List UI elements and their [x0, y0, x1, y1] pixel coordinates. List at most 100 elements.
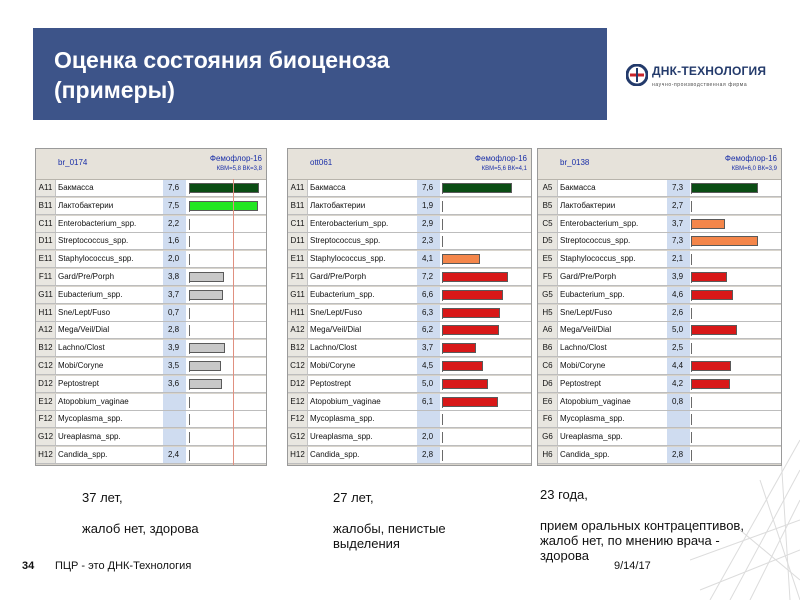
row-value: 0,7	[168, 307, 180, 317]
value-cell	[163, 304, 186, 321]
row-name: Mobi/Coryne	[310, 361, 356, 370]
table-row: D5 Streptococcus_spp. 7,3	[538, 233, 781, 251]
table-row: B11 Лактобактерии 1,9	[288, 197, 531, 215]
row-name: Streptococcus_spp.	[58, 236, 129, 246]
bar-baseline	[691, 432, 692, 444]
value-cell	[163, 393, 186, 410]
value-bar	[442, 289, 503, 300]
value-cell	[667, 180, 690, 196]
bar-baseline	[691, 396, 692, 408]
slide-number: 34	[22, 560, 35, 572]
table-row: D6 Peptostrept 4,2	[538, 375, 781, 393]
note-line: выделения	[333, 536, 400, 551]
value-cell	[667, 286, 690, 303]
table-row: G12 Ureaplasma_spp.	[36, 429, 266, 447]
value-cell	[667, 197, 690, 214]
row-name: Mobi/Coryne	[58, 361, 104, 370]
row-value: 7,5	[168, 200, 180, 210]
bar-baseline	[189, 396, 190, 408]
row-code: B5	[538, 197, 558, 214]
row-name: Streptococcus_spp.	[560, 236, 631, 246]
value-bar	[442, 378, 488, 389]
row-code: G11	[288, 286, 308, 303]
table-row: H6 Candida_spp. 2,8	[538, 447, 781, 464]
row-value: 2,8	[422, 450, 434, 459]
test-name: Фемофлор-16	[724, 154, 777, 163]
row-name: Sne/Lept/Fuso	[310, 307, 363, 317]
row-code: D12	[288, 375, 308, 392]
row-value: 2,0	[168, 254, 180, 264]
row-value: 2,8	[672, 450, 684, 459]
table-row: D12 Peptostrept 5,0	[288, 375, 531, 393]
row-code: A11	[288, 180, 308, 196]
bar-baseline	[442, 236, 443, 248]
value-bar	[691, 325, 737, 336]
row-value: 4,6	[672, 289, 684, 299]
table-row: E12 Atopobium_vaginae	[36, 393, 266, 411]
value-cell	[163, 269, 186, 285]
value-cell	[417, 429, 440, 446]
bar-baseline	[691, 343, 692, 355]
row-value: 7,6	[168, 183, 180, 192]
row-name: Staphylococcus_spp.	[58, 254, 134, 264]
value-cell	[417, 304, 440, 321]
row-code: C11	[288, 215, 308, 232]
row-code: D11	[288, 233, 308, 250]
row-code: A6	[538, 322, 558, 339]
note-line: 23 года,	[540, 487, 588, 502]
value-cell	[417, 393, 440, 410]
row-code: F5	[538, 269, 558, 285]
value-bar	[189, 289, 224, 300]
value-cell	[417, 411, 440, 428]
table-row: E11 Staphylococcus_spp. 4,1	[288, 251, 531, 269]
row-name: Gard/Pre/Porph	[58, 272, 115, 281]
row-name: Бакмасса	[58, 183, 94, 192]
table-row: A6 Mega/Veil/Dial 5,0	[538, 322, 781, 340]
value-bar	[442, 343, 477, 354]
note-line: прием оральных контрацептивов,	[540, 518, 744, 533]
value-cell	[417, 322, 440, 339]
row-name: Atopobium_vaginae	[58, 396, 129, 406]
table-row: B6 Lachno/Clost 2,5	[538, 340, 781, 358]
value-cell	[163, 358, 186, 374]
table-row: H12 Candida_spp. 2,8	[288, 447, 531, 464]
table-row: E12 Atopobium_vaginae 6,1	[288, 393, 531, 411]
table-row: C12 Mobi/Coryne 3,5	[36, 358, 266, 375]
value-bar	[442, 361, 484, 371]
bar-baseline	[442, 414, 443, 426]
table-row: B5 Лактобактерии 2,7	[538, 197, 781, 215]
row-name: Candida_spp.	[310, 450, 360, 459]
row-value: 1,6	[168, 236, 180, 246]
sample-id: ott061	[310, 158, 333, 167]
row-code: E11	[36, 251, 56, 268]
value-cell	[163, 322, 186, 339]
test-name: Фемофлор-16	[474, 154, 527, 163]
row-name: Peptostrept	[560, 378, 601, 388]
row-value: 3,5	[168, 361, 180, 370]
note-line: здорова	[540, 548, 589, 563]
row-code: F11	[36, 269, 56, 285]
value-bar	[189, 272, 224, 282]
row-value: 4,4	[672, 361, 684, 370]
value-bar	[442, 183, 512, 193]
table-row: E5 Staphylococcus_spp. 2,1	[538, 251, 781, 269]
row-value: 7,6	[422, 183, 434, 192]
value-cell	[163, 180, 186, 196]
row-code: A12	[36, 322, 56, 339]
table-row: H12 Candida_spp. 2,4	[36, 447, 266, 464]
title-line-2: (примеры)	[54, 77, 175, 103]
row-name: Enterobacterium_spp.	[560, 218, 639, 228]
row-name: Бакмасса	[310, 183, 346, 192]
row-name: Лактобактерии	[310, 200, 366, 210]
row-name: Mycoplasma_spp.	[560, 414, 625, 424]
bar-baseline	[442, 450, 443, 461]
row-code: G11	[36, 286, 56, 303]
footer-date: 9/14/17	[614, 560, 651, 572]
row-code: A5	[538, 180, 558, 196]
row-value: 6,3	[422, 307, 434, 317]
value-cell	[667, 340, 690, 357]
value-cell	[163, 251, 186, 268]
sample-id: br_0138	[560, 158, 590, 167]
row-code: B11	[288, 197, 308, 214]
row-code: C12	[288, 358, 308, 374]
